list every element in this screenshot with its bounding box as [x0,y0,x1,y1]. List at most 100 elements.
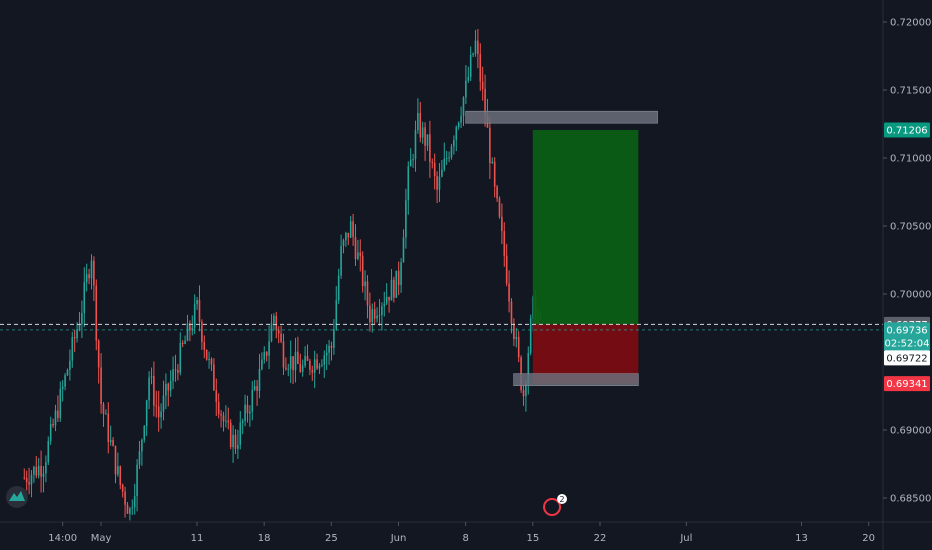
candle [47,436,50,465]
candle [424,122,426,161]
candle [462,96,465,126]
candle-body [357,252,359,259]
candle-body [172,369,174,381]
candle-body [378,315,381,317]
candle [73,329,76,352]
candle-body [76,329,78,339]
candle-body [133,496,136,508]
candle [304,346,306,368]
candle [114,445,117,484]
candle [95,279,98,351]
candle [513,318,515,347]
candle [505,243,508,287]
candle [205,349,208,361]
candle [299,353,302,373]
candle-body [160,411,162,418]
candle [97,339,100,384]
candle-body [429,134,431,162]
candle [297,336,299,365]
candle [52,418,54,428]
candle-body [52,424,54,426]
candle-body [462,97,465,117]
candle [239,411,242,450]
candle [515,327,518,348]
candle [388,296,390,313]
candle [469,46,472,82]
candle-body [88,274,90,279]
candle [378,299,381,326]
candle [352,213,354,246]
candle-body [78,324,81,330]
candle [237,429,239,459]
candle [481,66,484,101]
candle [66,368,69,376]
candle [335,286,338,331]
candle-body [205,349,208,360]
candle-body [455,127,458,140]
candle [174,354,177,382]
price-tag-bg [884,122,930,138]
candle [429,120,431,178]
candle-body [424,127,426,146]
candle-body [402,237,405,263]
candle-body [419,112,422,138]
y-tick-label: 0.70500 [890,222,931,233]
candle [162,380,165,421]
candle [153,361,155,417]
candle-body [282,341,285,368]
candle-body [246,404,249,414]
price-tag-bg [884,350,930,366]
logo-mountain-icon [9,491,25,501]
candle [83,267,86,328]
candle [371,303,374,333]
y-tick-label: 0.71000 [890,154,931,165]
candle [45,455,47,483]
candle [489,117,491,180]
candle-body [508,283,510,302]
candle [321,359,323,368]
candle [349,215,352,239]
candle [256,380,258,406]
candle [318,363,321,374]
candle-body [445,158,448,160]
candle-body [157,406,160,418]
candle [105,409,107,415]
candle-body [191,327,194,331]
x-tick-label: 14:00 [48,533,77,544]
candle-body [66,369,69,376]
candle-body [493,161,496,187]
candle [393,276,395,303]
candle-body [381,306,383,316]
candle-body [323,355,326,365]
lower-zone-bar [513,373,639,386]
tradingview-logo [6,486,28,508]
candle [292,356,294,384]
candle-body [443,158,446,170]
candle-body [61,386,64,390]
candle [136,459,138,512]
candle-body [93,260,95,286]
y-tick-label: 0.71500 [890,86,931,97]
candle [385,283,388,306]
candle-body [270,322,273,342]
candle [330,341,333,361]
candle [93,256,95,301]
candle [220,410,222,428]
candle [333,319,335,355]
candle-body [121,484,124,492]
candle-body [467,76,470,81]
candle [37,457,40,479]
candle-body [371,309,374,323]
candle [381,302,383,331]
candle [186,314,189,342]
candle-body [57,410,59,419]
candle [450,143,453,160]
candle-body [405,200,407,238]
x-tick-label: 15 [526,533,539,544]
candle [282,333,285,376]
candle [234,429,237,455]
candle [337,268,340,304]
candle-body [335,300,338,330]
